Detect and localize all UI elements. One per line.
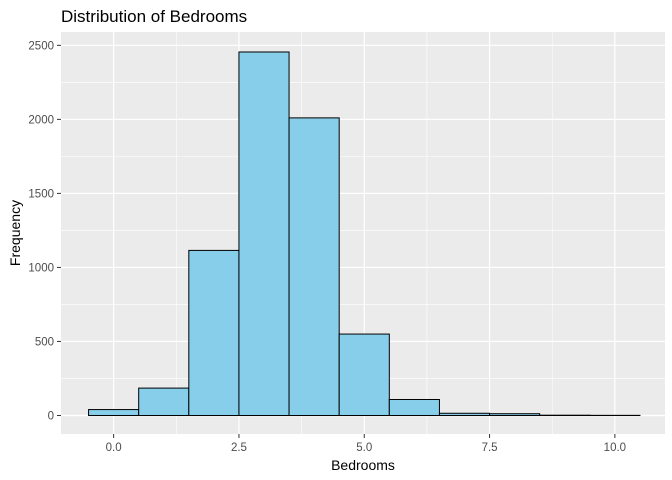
histogram-bars <box>88 51 641 416</box>
y-tick-label: 1500 <box>28 188 54 200</box>
histogram-bar <box>188 249 240 416</box>
chart-title: Distribution of Bedrooms <box>61 7 247 26</box>
x-tick-label: 10.0 <box>604 442 626 454</box>
histogram-bar <box>88 409 140 416</box>
histogram-bar <box>489 413 541 416</box>
histogram-bar <box>138 387 190 416</box>
y-tick-label: 2000 <box>28 114 54 126</box>
histogram-bar <box>438 412 491 416</box>
x-tick-label: 2.5 <box>231 442 247 454</box>
x-tick-label: 5.0 <box>356 442 372 454</box>
y-axis: 0 500 1000 1500 2000 2500 <box>28 40 61 422</box>
x-tick-label: 7.5 <box>482 442 498 454</box>
y-tick-label: 0 <box>48 410 54 422</box>
histogram-bar <box>238 51 290 416</box>
x-axis: 0.0 2.5 5.0 7.5 10.0 <box>106 434 626 454</box>
histogram-bar <box>338 333 390 416</box>
histogram-bar <box>388 399 440 416</box>
y-tick-label: 2500 <box>28 40 54 52</box>
histogram-bar <box>288 117 340 416</box>
y-tick-label: 1000 <box>28 262 54 274</box>
x-axis-title: Bedrooms <box>331 457 395 473</box>
y-tick-label: 500 <box>35 336 54 348</box>
y-axis-title: Frequency <box>7 200 23 266</box>
x-tick-label: 0.0 <box>106 442 122 454</box>
